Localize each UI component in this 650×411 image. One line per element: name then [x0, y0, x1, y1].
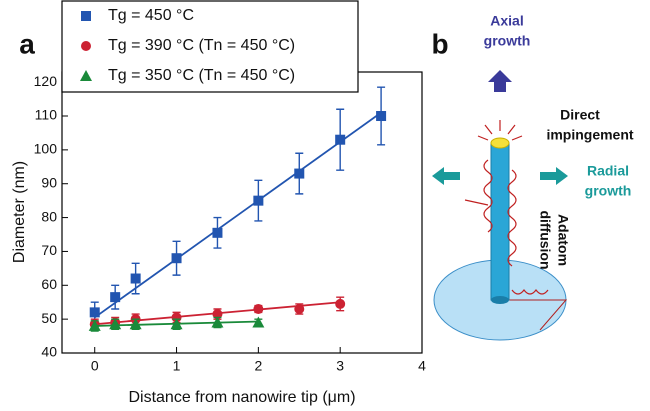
- radial-label: Radial: [587, 163, 629, 179]
- marker: [253, 195, 264, 206]
- radial-arrow: [540, 167, 568, 185]
- y-tick-label: 60: [41, 276, 57, 292]
- legend-label: Tg = 390 °C (Tn = 450 °C): [108, 37, 295, 54]
- diffusion-label: Adatom: [555, 214, 571, 266]
- axial-label: Axial: [490, 13, 523, 29]
- legend-label: Tg = 350 °C (Tn = 450 °C): [108, 67, 295, 84]
- diffusion-label: diffusion: [537, 210, 553, 269]
- diagram: b Axial growth Direct impingement Radial…: [431, 13, 634, 341]
- marker: [335, 298, 346, 309]
- axial-arrow: [488, 70, 512, 92]
- marker: [110, 292, 121, 303]
- marker: [171, 253, 182, 264]
- y-tick-label: 110: [35, 107, 58, 123]
- diffusion-path: [483, 159, 493, 233]
- legend-marker: [80, 70, 92, 81]
- catalyst: [490, 137, 510, 149]
- marker: [89, 307, 100, 318]
- x-tick-label: 4: [418, 358, 426, 374]
- x-tick-label: 0: [91, 358, 99, 374]
- radial-arrow: [432, 167, 460, 185]
- nanowire: [490, 142, 510, 301]
- radial-label: growth: [585, 183, 632, 199]
- marker: [88, 319, 101, 331]
- marker: [109, 318, 122, 330]
- marker: [294, 303, 305, 314]
- diffusion-path: [507, 169, 517, 267]
- y-tick-label: 120: [34, 73, 58, 89]
- marker: [252, 316, 265, 328]
- plot: 0 1 2 3 4 40 50 60 70 80 90 100 110 120: [34, 73, 426, 374]
- impingement-arrow: [464, 199, 489, 206]
- nanowire-base: [491, 296, 509, 304]
- marker: [212, 309, 223, 320]
- legend-label: Tg = 450 °C: [108, 7, 194, 24]
- impingement-label: impingement: [546, 127, 633, 143]
- y-tick-label: 50: [41, 310, 57, 326]
- x-tick-label: 1: [173, 358, 181, 374]
- impingement-label: Direct: [560, 107, 600, 123]
- radius-line: [500, 299, 568, 331]
- x-tick-label: 3: [336, 358, 344, 374]
- marker: [211, 316, 224, 328]
- y-tick-label: 100: [34, 141, 58, 157]
- marker: [294, 168, 305, 179]
- marker: [335, 134, 346, 145]
- marker: [170, 318, 183, 330]
- y-tick-label: 70: [41, 242, 57, 258]
- y-tick-label: 90: [41, 174, 57, 190]
- y-tick-label: 40: [41, 344, 57, 360]
- marker: [376, 111, 387, 122]
- panel-label: b: [431, 28, 448, 59]
- marker: [171, 312, 182, 323]
- y-tick-label: 80: [41, 208, 57, 224]
- marker: [129, 318, 142, 330]
- fit-line: [94, 111, 382, 319]
- legend-marker: [81, 41, 91, 51]
- legend-marker: [81, 11, 91, 21]
- axial-label: growth: [484, 33, 531, 49]
- y-axis-label: Diameter (nm): [11, 161, 28, 263]
- x-axis-label: Distance from nanowire tip (μm): [128, 389, 355, 406]
- legend-box: [61, 0, 359, 93]
- impingement-arrows: [477, 120, 523, 141]
- marker: [253, 303, 264, 314]
- marker: [212, 227, 223, 238]
- legend: Tg = 450 °C Tg = 390 °C (Tn = 450 °C) Tg =…: [61, 0, 359, 93]
- panel-label: a: [19, 28, 35, 59]
- x-tick-label: 2: [254, 358, 262, 374]
- marker: [130, 273, 141, 284]
- diffusion-path: [511, 289, 549, 295]
